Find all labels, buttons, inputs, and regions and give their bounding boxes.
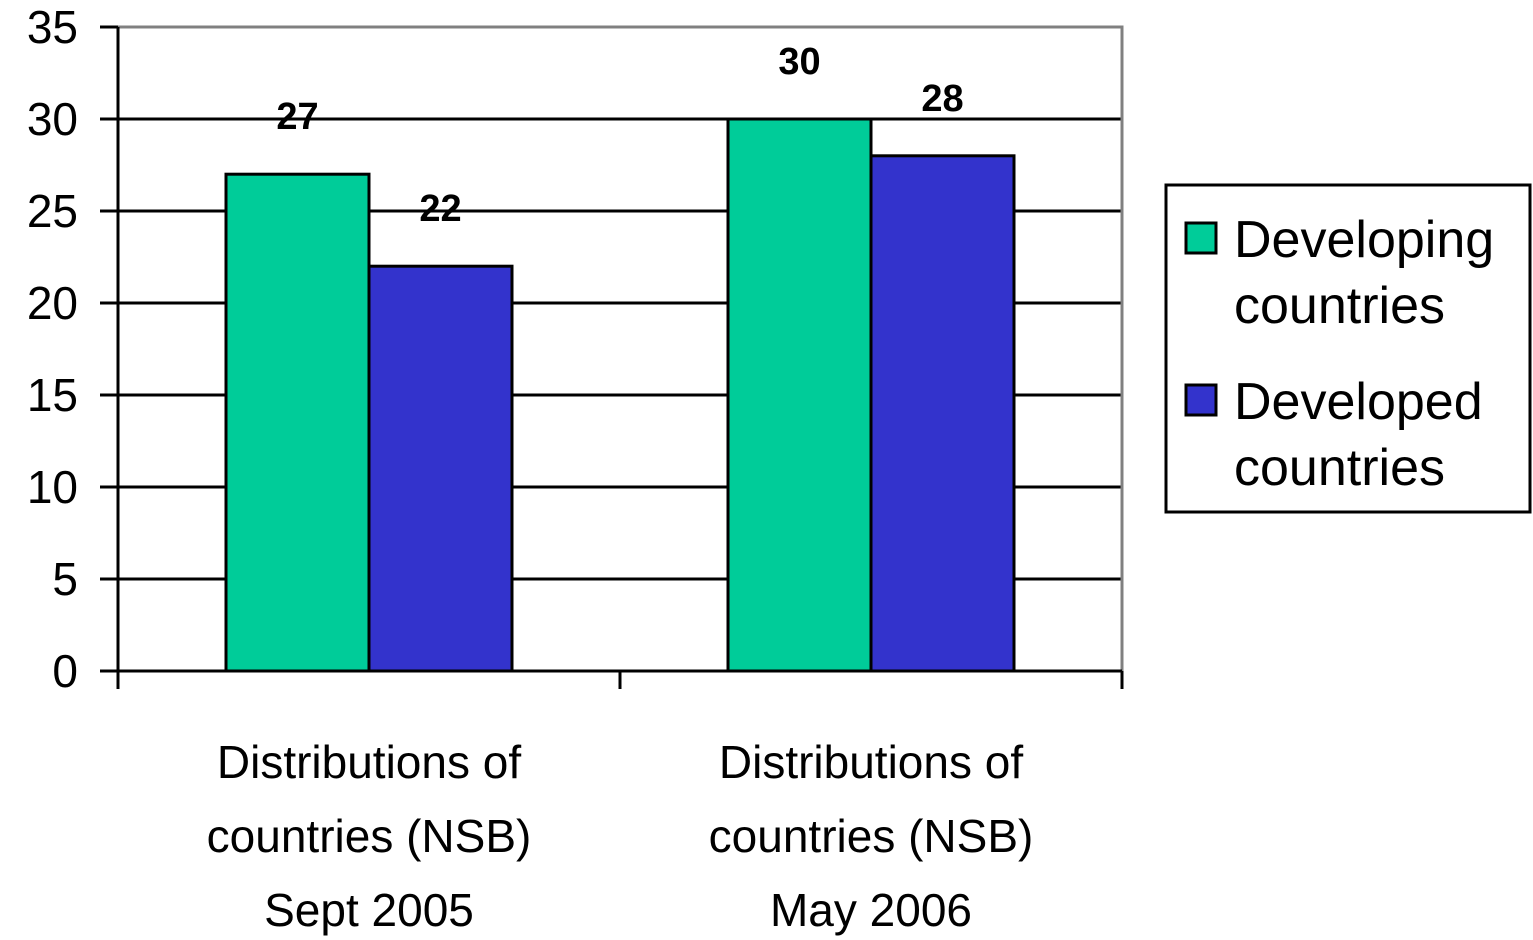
y-tick-label: 10 xyxy=(27,461,78,513)
legend-label: Developing countries xyxy=(1234,211,1494,335)
legend: Developing countries Developed countries xyxy=(1164,183,1532,514)
data-labels: 27 22 30 28 xyxy=(276,41,963,230)
y-axis-tick-labels: 0 5 10 15 20 25 30 35 xyxy=(27,1,78,697)
legend-swatch xyxy=(1184,383,1218,417)
data-label: 22 xyxy=(419,188,461,230)
y-tick-label: 5 xyxy=(52,553,78,605)
data-label: 28 xyxy=(921,78,963,120)
legend-box xyxy=(1164,183,1532,514)
bar xyxy=(726,117,873,673)
y-tick-label: 35 xyxy=(27,1,78,53)
x-category-label: Distributions of countries (NSB) May 2006 xyxy=(709,736,1034,936)
x-axis-category-labels: Distributions of countries (NSB) Sept 2005… xyxy=(207,736,1034,936)
legend-label: Developed countries xyxy=(1234,373,1483,497)
axes xyxy=(100,25,1124,689)
bar xyxy=(224,172,371,673)
y-tick-label: 0 xyxy=(52,645,78,697)
legend-swatch xyxy=(1184,221,1218,255)
bar xyxy=(869,154,1016,673)
y-tick-label: 25 xyxy=(27,185,78,237)
data-label: 30 xyxy=(778,41,820,83)
x-category-label: Distributions of countries (NSB) Sept 2005 xyxy=(207,736,532,936)
data-label: 27 xyxy=(276,96,318,138)
y-tick-label: 15 xyxy=(27,369,78,421)
y-tick-label: 20 xyxy=(27,277,78,329)
y-tick-label: 30 xyxy=(27,93,78,145)
bar xyxy=(367,264,514,673)
